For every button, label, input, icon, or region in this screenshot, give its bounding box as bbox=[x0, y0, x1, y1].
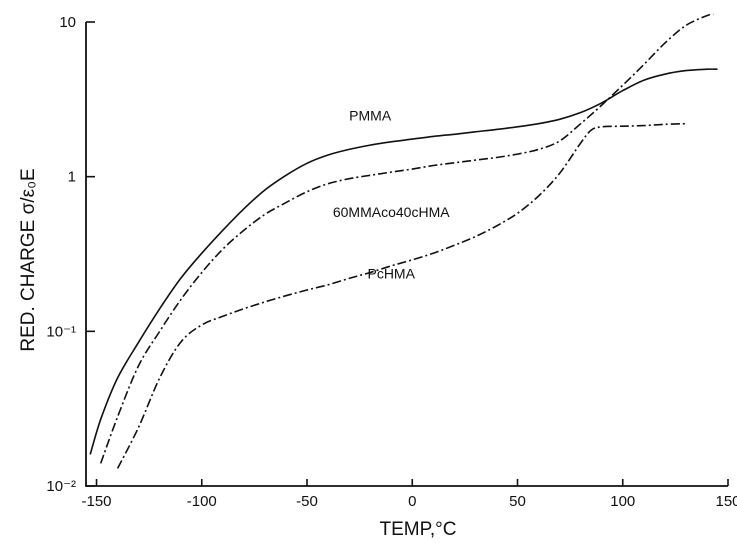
series-line-2 bbox=[99, 13, 714, 464]
series-label-1: PMMA bbox=[349, 108, 392, 124]
axis-frame bbox=[85, 22, 728, 487]
y-tick-label: 10 bbox=[59, 14, 76, 31]
x-axis-title: TEMP,°C bbox=[380, 519, 457, 540]
series-label-2: 60MMAco40cHMA bbox=[333, 204, 450, 220]
series-label-3: PcHMA bbox=[367, 265, 415, 281]
x-tick-label: 150 bbox=[715, 493, 737, 510]
x-tick-label: 100 bbox=[610, 493, 635, 510]
y-tick-label: 10⁻¹ bbox=[46, 323, 76, 340]
x-tick-label: -150 bbox=[82, 493, 112, 510]
series-line-1 bbox=[89, 68, 718, 455]
y-ticks: 10⁻² 10⁻¹ 1 10 bbox=[46, 14, 95, 495]
x-tick-label: -50 bbox=[296, 493, 318, 510]
x-tick-label: -100 bbox=[187, 493, 217, 510]
x-ticks: -150 -100 -50 0 50 100 150 bbox=[82, 479, 737, 510]
curves bbox=[89, 13, 718, 469]
y-tick-label: 1 bbox=[68, 169, 76, 186]
y-tick-label: 10⁻² bbox=[46, 478, 76, 495]
series-line-3 bbox=[116, 122, 686, 469]
annotations: PMMA 60MMAco40cHMA PcHMA bbox=[333, 108, 450, 282]
axes bbox=[85, 22, 728, 487]
x-tick-label: 50 bbox=[509, 493, 526, 510]
y-axis-title: RED. CHARGE σ/ε₀E bbox=[18, 168, 39, 351]
x-tick-label: 0 bbox=[408, 493, 416, 510]
